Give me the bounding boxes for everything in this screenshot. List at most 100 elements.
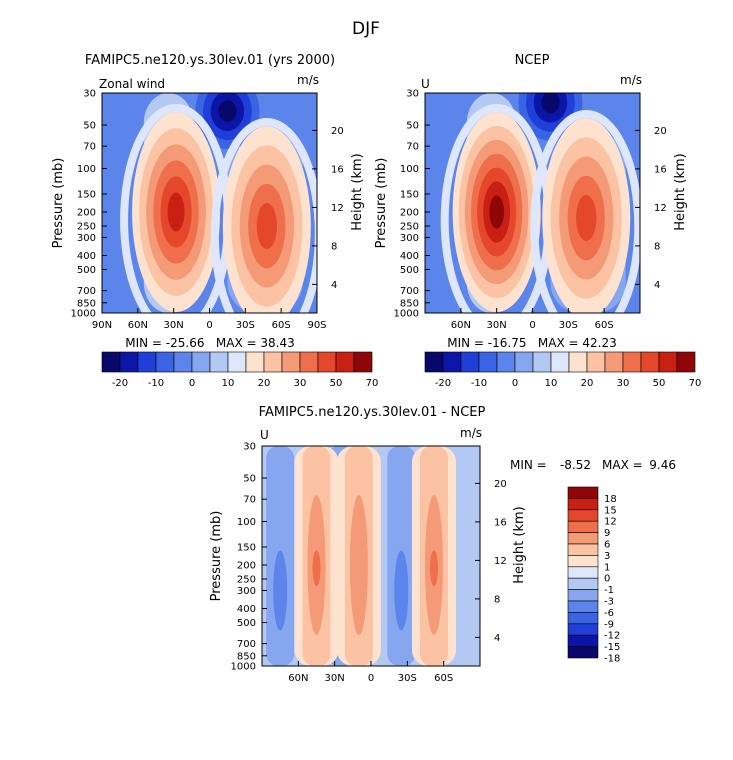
diff-pressure-tick-label: 300 — [237, 586, 256, 597]
model-title: FAMIPC5.ne120.ys.30lev.01 (yrs 2000) — [85, 53, 335, 68]
obs-colorbar-label: -10 — [471, 378, 487, 389]
diff-colorbar-swatch — [567, 566, 599, 579]
diff-pressure-tick-label: 500 — [237, 618, 256, 629]
obs-colorbar-swatch — [622, 351, 642, 373]
diff-latitude-tick-label: 30S — [398, 673, 417, 684]
diff-positive-core — [349, 495, 368, 636]
obs-min-max: MIN = -16.75 MAX = 42.23 — [447, 336, 617, 350]
diff-colorbar-swatch — [567, 623, 599, 636]
diff-latitude-tick-label: 0 — [368, 673, 374, 684]
obs-height-tick-label: 20 — [654, 126, 667, 137]
diff-colorbar-swatch — [567, 520, 599, 533]
obs-pressure-axis-title: Pressure (mb) — [374, 158, 389, 249]
figure-title: DJF — [352, 19, 380, 39]
model-pressure-tick-label: 50 — [83, 121, 96, 132]
diff-title: FAMIPC5.ne120.ys.30lev.01 - NCEP — [259, 405, 486, 420]
diff-field-label: U — [260, 428, 269, 442]
diff-height-tick-label: 8 — [494, 594, 500, 605]
diff-negative-core — [273, 550, 288, 631]
obs-colorbar-swatch — [568, 351, 588, 373]
model-latitude-axis: 90N 60N 30N 0 30S 60S 90S — [92, 308, 327, 331]
obs-colorbar-swatch — [478, 351, 498, 373]
obs-latitude-axis: 60N 30N 0 30S 60S — [451, 308, 614, 331]
model-colorbar-label: 50 — [330, 378, 343, 389]
obs-colorbar-swatch — [514, 351, 534, 373]
diff-colorbar-label: 0 — [604, 574, 610, 585]
model-colorbar-label: -10 — [148, 378, 164, 389]
obs-height-tick-label: 12 — [654, 203, 667, 214]
obs-pressure-tick-label: 850 — [400, 298, 419, 309]
diff-latitude-tick-label: 60S — [434, 673, 453, 684]
obs-height-tick-label: 16 — [654, 164, 667, 175]
diff-colorbar-swatch — [567, 646, 599, 659]
diff-contour-field — [262, 446, 480, 666]
obs-pressure-tick-label: 150 — [400, 189, 419, 200]
model-jet-halo — [210, 118, 317, 313]
obs-easterly-core — [541, 93, 560, 114]
obs-height-axis-title: Height (km) — [673, 153, 688, 230]
diff-colorbar-label: -15 — [604, 642, 620, 653]
obs-colorbar-label: 30 — [617, 378, 630, 389]
obs-latitude-tick-label: 30S — [559, 320, 578, 331]
diff-pressure-tick-label: 50 — [243, 474, 256, 485]
diff-pressure-tick-label: 250 — [237, 575, 256, 586]
obs-colorbar-label: 50 — [653, 378, 666, 389]
diff-max-value: 9.46 — [649, 458, 676, 472]
model-colorbar-label: 30 — [294, 378, 307, 389]
diff-max-label: MAX = — [602, 458, 643, 472]
model-units-label: m/s — [297, 73, 319, 87]
obs-pressure-tick-label: 1000 — [394, 309, 419, 320]
model-colorbar-swatch — [299, 351, 319, 373]
model-pressure-tick-label: 850 — [77, 298, 96, 309]
model-latitude-tick-label: 30N — [164, 320, 184, 331]
model-pressure-tick-label: 30 — [83, 89, 96, 100]
diff-height-tick-label: 16 — [494, 517, 507, 528]
model-colorbar-swatch — [119, 351, 139, 373]
model-colorbar-label: 0 — [189, 378, 195, 389]
model-colorbar-swatch — [317, 351, 337, 373]
model-pressure-tick-label: 150 — [77, 189, 96, 200]
obs-title: NCEP — [515, 53, 550, 68]
obs-jet-halo — [530, 110, 640, 313]
diff-latitude-tick-label: 60N — [288, 673, 308, 684]
obs-pressure-tick-label: 200 — [400, 208, 419, 219]
diff-height-tick-label: 4 — [494, 633, 500, 644]
model-height-tick-label: 8 — [331, 241, 337, 252]
obs-latitude-tick-label: 60S — [595, 320, 614, 331]
obs-colorbar: -20 -10 0 10 20 30 50 70 — [424, 351, 701, 389]
diff-colorbar-swatch — [567, 532, 599, 545]
model-colorbar-label: 70 — [366, 378, 379, 389]
obs-pressure-tick-label: 500 — [400, 265, 419, 276]
diff-colorbar-swatch — [567, 589, 599, 602]
diff-pressure-tick-label: 400 — [237, 604, 256, 615]
obs-colorbar-swatch — [658, 351, 678, 373]
diff-panel: FAMIPC5.ne120.ys.30lev.01 - NCEP U m/s 3… — [209, 405, 676, 684]
obs-colorbar-label: 0 — [512, 378, 518, 389]
model-colorbar-label: 10 — [222, 378, 235, 389]
model-colorbar-label: 20 — [258, 378, 271, 389]
diff-colorbar-swatch — [567, 498, 599, 511]
diff-pressure-tick-label: 70 — [243, 495, 256, 506]
model-pressure-tick-label: 100 — [77, 164, 96, 175]
diff-colorbar-label: -6 — [604, 608, 614, 619]
model-colorbar-swatch — [137, 351, 157, 373]
diff-colorbar-swatch — [567, 555, 599, 568]
diff-colorbar-label: 15 — [604, 505, 617, 516]
model-colorbar: -20 -10 0 10 20 30 50 70 — [101, 351, 379, 389]
obs-colorbar-label: 20 — [581, 378, 594, 389]
model-colorbar-swatch — [227, 351, 247, 373]
diff-pressure-tick-label: 850 — [237, 651, 256, 662]
obs-colorbar-swatch — [550, 351, 570, 373]
diff-colorbar-swatch — [567, 600, 599, 613]
model-height-axis: 20 16 12 8 4 — [312, 126, 344, 291]
diff-min-value: -8.52 — [560, 458, 591, 472]
model-latitude-tick-label: 90N — [92, 320, 112, 331]
obs-panel: NCEP U m/s 30507010015020025030040050070… — [374, 53, 701, 389]
diff-colorbar-label: 6 — [604, 540, 610, 551]
model-colorbar-swatch — [155, 351, 175, 373]
diff-colorbar-label: 18 — [604, 494, 617, 505]
